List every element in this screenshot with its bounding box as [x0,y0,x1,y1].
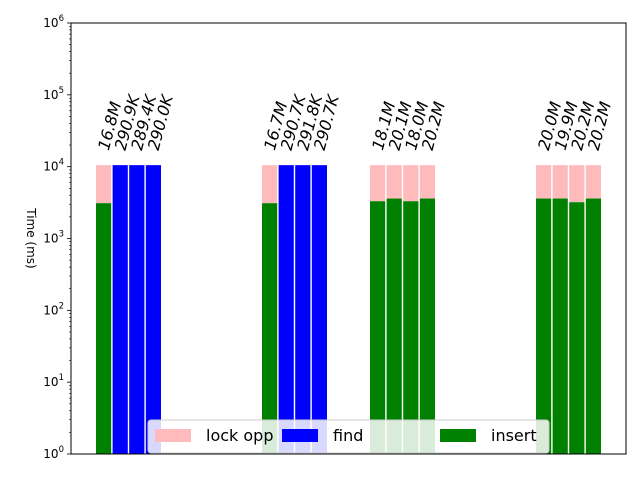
legend-label: find [333,426,363,445]
bar-insert [403,201,419,454]
legend-swatch [282,429,318,442]
legend-box [147,419,550,454]
bar-find [145,165,161,454]
legend-swatch [440,429,476,442]
y-tick-label: 101 [43,373,64,389]
bar-insert [536,198,552,454]
bar-lock-opp [262,165,278,204]
legend: lock opp find insert [147,419,550,454]
legend-label: lock opp [206,426,273,445]
y-tick-label: 102 [43,301,64,317]
y-axis: 100 101 102 103 104 105 106 [43,14,71,461]
bar-find [129,165,145,454]
bar-find [311,165,327,454]
bar-insert [262,203,278,454]
y-tick-label: 103 [43,230,64,246]
bar-insert [552,198,568,454]
bar-lock-opp [536,165,552,199]
y-tick-label: 106 [43,14,64,30]
bar-find [112,165,128,454]
bars-layer [96,165,601,454]
bar-lock-opp [585,165,601,199]
bar-lock-opp [403,165,419,202]
bar-insert [386,198,402,454]
bar-insert [419,198,435,454]
bar-insert [569,202,585,454]
legend-swatch [155,429,191,442]
bar-insert [370,201,386,454]
y-axis-label: Time (ms) [24,207,38,269]
bar-lock-opp [569,165,585,203]
bar-lock-opp [419,165,435,199]
bar-lock-opp [552,165,568,199]
bar-insert [96,203,112,454]
legend-label: insert [491,426,537,445]
bar-lock-opp [370,165,386,202]
bar-find [278,165,294,454]
bar-find [295,165,311,454]
bar-insert [585,198,601,454]
y-tick-label: 105 [43,86,64,102]
bar-lock-opp [96,165,112,204]
y-tick-label: 100 [43,445,64,461]
bar-lock-opp [386,165,402,199]
y-tick-label: 104 [43,158,64,174]
